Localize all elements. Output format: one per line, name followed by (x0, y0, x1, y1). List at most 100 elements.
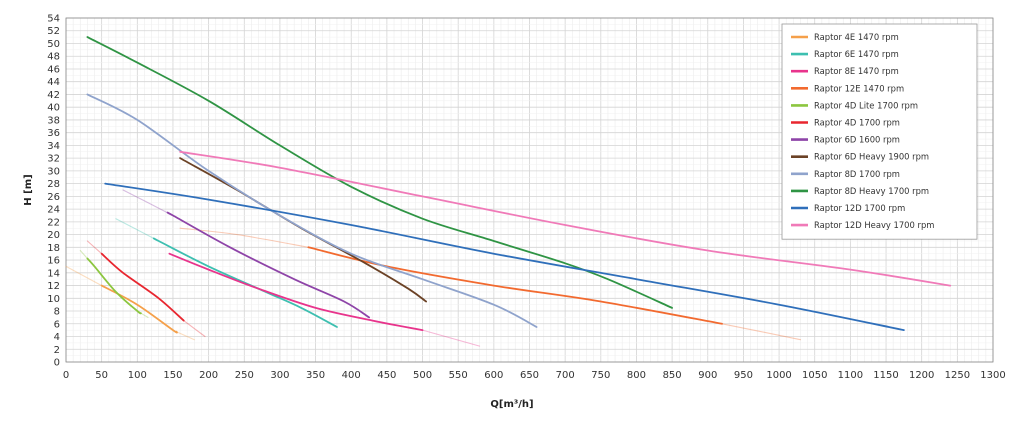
y-tick-label: 22 (47, 217, 60, 228)
x-tick-label: 200 (199, 370, 218, 381)
x-tick-label: 650 (520, 370, 539, 381)
axes: 0 50 100 150 200 250 300 350 400 450 500 550 600 650 7… (47, 14, 1005, 382)
x-tick-label: 1000 (766, 370, 791, 381)
series-lines (65, 36, 952, 347)
x-tick-label: 1100 (838, 370, 863, 381)
y-tick-label: 14 (47, 268, 60, 279)
legend-entry: Raptor 6E 1470 rpm (814, 49, 899, 59)
legend-entry: Raptor 12D Heavy 1700 rpm (814, 220, 934, 230)
series-line-faded (115, 218, 156, 240)
x-tick-label: 450 (377, 370, 396, 381)
y-tick-label: 20 (47, 230, 60, 241)
series-11 (104, 182, 905, 331)
series-line-faded (179, 227, 309, 248)
y-tick-label: 50 (47, 39, 60, 50)
legend: Raptor 4E 1470 rpm Raptor 6E 1470 rpm Rapt… (781, 23, 978, 240)
x-tick-label: 600 (484, 370, 503, 381)
plot-frame (65, 17, 994, 363)
y-tick-label: 8 (54, 307, 60, 318)
y-tick-label: 10 (47, 294, 60, 305)
series-line-faded (175, 331, 195, 341)
series-8 (179, 157, 427, 303)
series-line (179, 150, 952, 287)
series-line-faded (86, 240, 103, 255)
y-tick-label: 44 (47, 77, 60, 88)
legend-entry: Raptor 12D 1700 rpm (814, 203, 905, 213)
x-tick-label: 700 (556, 370, 575, 381)
series-12 (179, 150, 952, 287)
y-tick-label: 4 (54, 332, 60, 343)
y-tick-label: 46 (47, 64, 60, 75)
series-9 (86, 93, 538, 328)
series-line-faded (721, 323, 802, 341)
x-axis-label: Q[m³/h] (490, 399, 533, 410)
x-tick-label: 500 (413, 370, 432, 381)
legend-entry: Raptor 4E 1470 rpm (814, 32, 899, 42)
series-line (307, 246, 723, 325)
y-tick-label: 26 (47, 192, 60, 203)
y-axis-label: H [m] (23, 174, 34, 205)
y-tick-label: 24 (47, 205, 60, 216)
series-line-faded (421, 329, 481, 347)
x-tick-label: 1250 (945, 370, 970, 381)
legend-entry: Raptor 4D 1700 rpm (814, 118, 900, 128)
x-tick-label: 1300 (980, 370, 1005, 381)
y-tick-label: 12 (47, 281, 60, 292)
x-tick-label: 1050 (802, 370, 827, 381)
x-tick-label: 0 (63, 370, 69, 381)
x-tick-label: 400 (342, 370, 361, 381)
y-tick-label: 36 (47, 128, 60, 139)
series-7 (122, 189, 370, 319)
x-tick-label: 550 (449, 370, 468, 381)
legend-entry: Raptor 12E 1470 rpm (814, 83, 904, 93)
x-tick-label: 250 (235, 370, 254, 381)
series-line (104, 182, 905, 331)
y-tick-label: 34 (47, 141, 60, 152)
legend-box (781, 23, 978, 240)
x-tick-label: 1150 (873, 370, 898, 381)
series-line (179, 157, 427, 303)
legend-entry: Raptor 6D 1600 rpm (814, 135, 900, 145)
y-tick-label: 38 (47, 115, 60, 126)
y-tick-label: 0 (54, 358, 60, 369)
x-tick-label: 800 (627, 370, 646, 381)
y-tick-label: 2 (54, 345, 60, 356)
series-line-faded (79, 249, 88, 260)
legend-entry: Raptor 6D Heavy 1900 rpm (814, 152, 929, 162)
legend-entry: Raptor 8D 1700 rpm (814, 169, 900, 179)
series-6 (86, 240, 206, 338)
y-tick-label: 28 (47, 179, 60, 190)
x-tick-label: 750 (591, 370, 610, 381)
y-tick-label: 16 (47, 256, 60, 267)
y-tick-label: 54 (47, 14, 60, 25)
y-tick-label: 42 (47, 90, 60, 101)
x-tick-label: 150 (163, 370, 182, 381)
x-tick-label: 50 (95, 370, 108, 381)
x-tick-label: 100 (128, 370, 147, 381)
series-line (152, 237, 338, 328)
y-tick-label: 30 (47, 166, 60, 177)
series-line (168, 252, 424, 331)
x-tick-label: 850 (663, 370, 682, 381)
series-line-faded (65, 265, 103, 287)
series-line (86, 93, 538, 328)
legend-entry: Raptor 4D Lite 1700 rpm (814, 100, 918, 110)
series-3 (168, 252, 481, 347)
y-tick-label: 52 (47, 26, 60, 37)
x-tick-label: 350 (306, 370, 325, 381)
series-2 (115, 218, 338, 328)
x-tick-label: 300 (270, 370, 289, 381)
legend-entry: Raptor 8E 1470 rpm (814, 66, 899, 76)
x-tick-label: 950 (734, 370, 753, 381)
y-tick-label: 40 (47, 103, 60, 114)
series-line (166, 211, 370, 319)
x-tick-label: 900 (698, 370, 717, 381)
x-tick-label: 1200 (909, 370, 934, 381)
y-tick-label: 48 (47, 52, 60, 63)
series-line (86, 257, 142, 315)
series-4 (179, 227, 802, 341)
y-tick-label: 32 (47, 154, 60, 165)
y-tick-label: 18 (47, 243, 60, 254)
